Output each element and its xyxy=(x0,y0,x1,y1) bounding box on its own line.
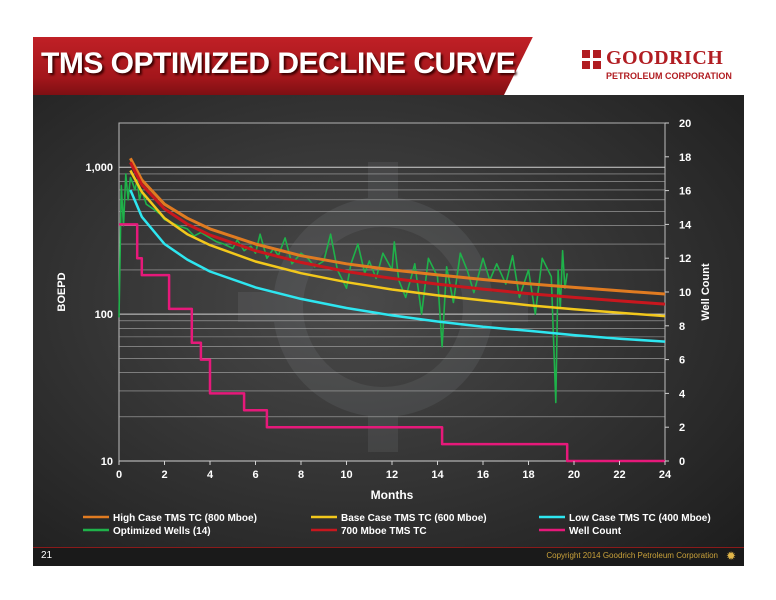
y2-tick-label: 14 xyxy=(679,219,692,231)
legend-label-high: High Case TMS TC (800 Mboe) xyxy=(113,513,257,524)
x-tick-label: 12 xyxy=(386,469,398,481)
x-tick-label: 6 xyxy=(252,469,258,481)
footer: 21 Copyright 2014 Goodrich Petroleum Cor… xyxy=(33,547,744,566)
series-line-optimized xyxy=(118,173,568,404)
gear-watermark-icon xyxy=(238,162,528,452)
series-line-tc700 xyxy=(129,161,666,306)
page-number: 21 xyxy=(41,550,53,561)
y2-tick-label: 4 xyxy=(679,388,686,400)
company-logo: GOODRICH PETROLEUM CORPORATION xyxy=(576,47,736,85)
y-axis-label: BOEPD xyxy=(56,272,68,311)
series-line-wellcount xyxy=(119,223,665,463)
y2-tick-label: 8 xyxy=(679,321,685,333)
y-tick-label: 100 xyxy=(95,309,113,321)
series-line-low xyxy=(129,189,666,343)
legend-label-wellcount: Well Count xyxy=(569,526,622,537)
y2-tick-label: 0 xyxy=(679,456,685,468)
legend-label-tc700: 700 Mboe TMS TC xyxy=(341,526,427,537)
y2-tick-label: 20 xyxy=(679,118,691,130)
y2-tick-label: 2 xyxy=(679,422,685,434)
slide: TMS OPTIMIZED DECLINE CURVE GOODRICH PET… xyxy=(33,37,744,566)
legend-label-low: Low Case TMS TC (400 Mboe) xyxy=(569,513,711,524)
logo-name: GOODRICH xyxy=(606,47,724,69)
y2-tick-label: 6 xyxy=(679,355,685,367)
title-bar: TMS OPTIMIZED DECLINE CURVE GOODRICH PET… xyxy=(33,37,744,95)
x-tick-label: 22 xyxy=(613,469,625,481)
series-line-base xyxy=(129,169,666,318)
x-tick-label: 18 xyxy=(522,469,534,481)
series-line-high xyxy=(129,157,666,296)
x-tick-label: 4 xyxy=(207,469,214,481)
y-tick-label: 1,000 xyxy=(85,162,113,174)
legend-label-optimized: Optimized Wells (14) xyxy=(113,526,211,537)
y2-tick-label: 18 xyxy=(679,152,691,164)
copyright-text: Copyright 2014 Goodrich Petroleum Corpor… xyxy=(546,551,718,560)
x-tick-label: 2 xyxy=(161,469,167,481)
page-title: TMS OPTIMIZED DECLINE CURVE xyxy=(41,47,516,80)
y2-tick-label: 16 xyxy=(679,186,691,198)
sun-icon: ✹ xyxy=(725,549,736,563)
x-tick-label: 20 xyxy=(568,469,580,481)
y-tick-label: 10 xyxy=(101,456,113,468)
y2-tick-label: 12 xyxy=(679,253,691,265)
x-tick-label: 8 xyxy=(298,469,304,481)
logo-subtitle: PETROLEUM CORPORATION xyxy=(606,71,732,81)
x-tick-label: 14 xyxy=(431,469,444,481)
x-tick-label: 16 xyxy=(477,469,489,481)
x-tick-label: 10 xyxy=(340,469,352,481)
y2-tick-label: 10 xyxy=(679,287,691,299)
legend-label-base: Base Case TMS TC (600 Mboe) xyxy=(341,513,487,524)
logo-mark-icon xyxy=(582,50,602,70)
decline-curve-chart: 0 2 4 6 8 10 12 14 16 18 20 22 24101001,000024681012… xyxy=(56,118,712,537)
x-axis-label: Months xyxy=(371,488,414,502)
x-tick-label: 24 xyxy=(659,469,672,481)
x-tick-label: 0 xyxy=(116,469,122,481)
y2-axis-label: Well Count xyxy=(700,263,712,321)
